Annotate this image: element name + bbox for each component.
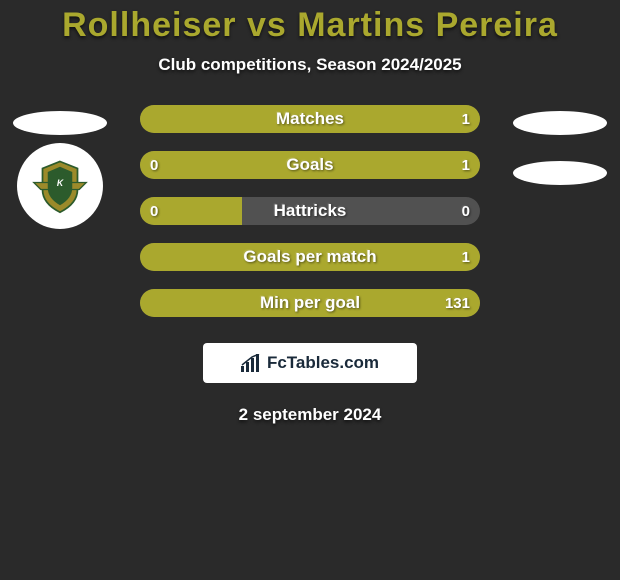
- content-row: K 1 Matches 0 1 Goals 0 0 Hattricks 1 Goals per m…: [0, 105, 620, 335]
- stat-value-left: 0: [150, 157, 158, 174]
- right-player-col: [500, 105, 620, 185]
- fctables-logo[interactable]: FcTables.com: [203, 343, 417, 383]
- date-text: 2 september 2024: [239, 405, 382, 425]
- player-photo-placeholder: [13, 111, 107, 135]
- stat-bar: 0 1 Goals: [140, 151, 480, 179]
- svg-text:K: K: [57, 178, 64, 188]
- club-crest-circle: K: [17, 143, 103, 229]
- stat-bar: 1 Matches: [140, 105, 480, 133]
- bar-chart-icon: [241, 354, 263, 372]
- stat-label: Hattricks: [274, 201, 347, 221]
- comparison-card: Rollheiser vs Martins Pereira Club compe…: [0, 0, 620, 580]
- stat-bar-right-fill: [208, 151, 480, 179]
- stat-bar: 0 0 Hattricks: [140, 197, 480, 225]
- stats-column: 1 Matches 0 1 Goals 0 0 Hattricks 1 Goals per mat…: [120, 105, 500, 335]
- club-crest-placeholder: [513, 161, 607, 185]
- stat-label: Min per goal: [260, 293, 360, 313]
- stat-value-left: 0: [150, 203, 158, 220]
- page-title: Rollheiser vs Martins Pereira: [62, 6, 558, 45]
- left-player-col: K: [0, 105, 120, 229]
- stat-bar: 1 Goals per match: [140, 243, 480, 271]
- stat-value-right: 131: [445, 295, 470, 312]
- stat-label: Matches: [276, 109, 344, 129]
- page-subtitle: Club competitions, Season 2024/2025: [158, 55, 461, 75]
- stat-bar: 131 Min per goal: [140, 289, 480, 317]
- player-photo-placeholder: [513, 111, 607, 135]
- stat-value-right: 1: [462, 111, 470, 128]
- stat-value-right: 1: [462, 249, 470, 266]
- club-crest-icon: K: [25, 151, 95, 221]
- stat-value-right: 0: [462, 203, 470, 220]
- stat-value-right: 1: [462, 157, 470, 174]
- fctables-text: FcTables.com: [267, 353, 379, 373]
- stat-label: Goals: [286, 155, 333, 175]
- stat-label: Goals per match: [243, 247, 376, 267]
